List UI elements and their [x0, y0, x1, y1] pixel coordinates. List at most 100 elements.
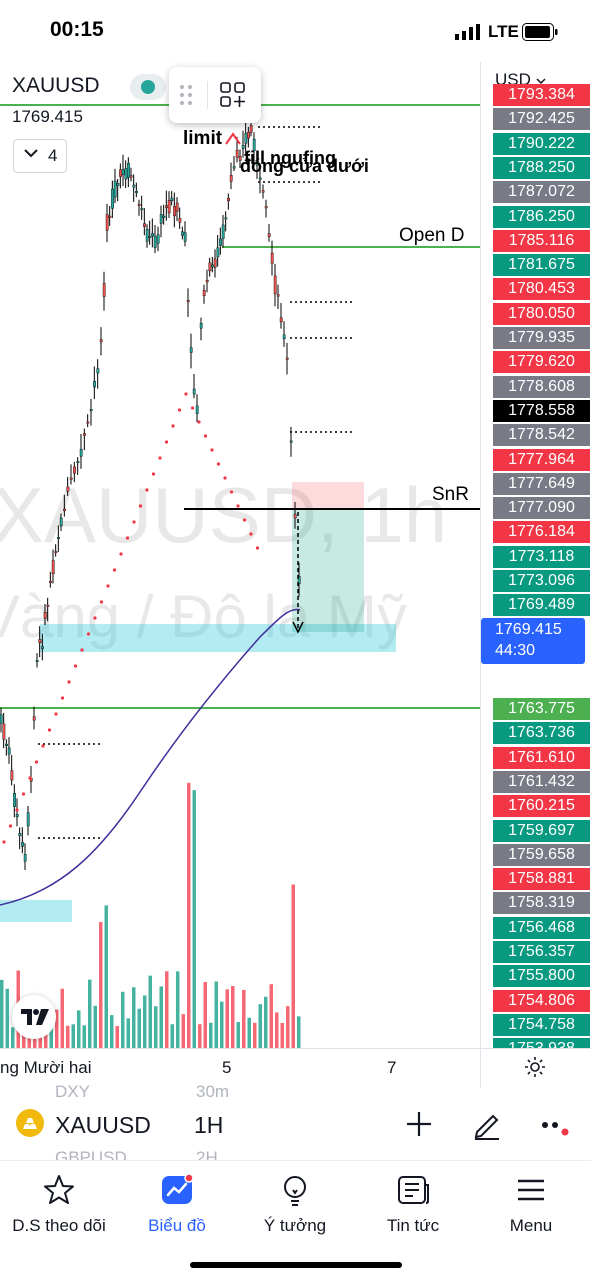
risk-zone: [292, 482, 364, 508]
nav-item-ideas[interactable]: Ý tưởng: [236, 1173, 354, 1236]
candle-body: [5, 743, 8, 746]
candle-body: [267, 233, 271, 237]
sar-dot: [145, 488, 149, 492]
volume-bar: [154, 1006, 158, 1048]
annotation-close-below: đóng cửa dưới: [240, 156, 369, 176]
news-icon: [398, 1176, 429, 1204]
candle-body: [2, 723, 6, 740]
time-axis[interactable]: [0, 1048, 591, 1089]
price-tag: 1786.250: [493, 205, 590, 228]
sar-dot: [2, 840, 6, 844]
candle-body: [289, 440, 293, 443]
candle-body: [76, 461, 80, 463]
drawing-pen-icon[interactable]: [471, 1108, 503, 1145]
chart-symbol[interactable]: XAUUSD: [12, 74, 100, 97]
nav-item-menu[interactable]: Menu: [472, 1173, 590, 1236]
drawing-tools-popup[interactable]: [169, 67, 261, 123]
symbol-bar: DXY 30m GBPUSD 2H XAUUSD 1H: [0, 1082, 591, 1167]
volume-bar: [242, 989, 246, 1048]
sar-dot: [236, 504, 240, 508]
nav-item-chart[interactable]: Biểu đồ: [118, 1173, 236, 1236]
candle-body: [186, 300, 190, 303]
chart-canvas[interactable]: XAUUSD, 1h Vàng / Đô la Mỹ limit fill ngu…: [0, 62, 480, 1048]
candle-body: [145, 229, 149, 242]
sar-dot: [190, 406, 195, 410]
sar-dot: [184, 392, 188, 396]
candle-body: [46, 604, 50, 607]
candle-body: [99, 339, 103, 343]
limit-marker: [225, 132, 241, 145]
gold-icon: [16, 1109, 44, 1137]
candle-body: [175, 202, 179, 212]
candle-body: [258, 177, 262, 180]
market-status-indicator[interactable]: [130, 74, 166, 100]
nav-label: Ý tưởng: [263, 1216, 327, 1235]
indicators-collapse-button[interactable]: 4: [13, 139, 67, 173]
drag-handle-icon[interactable]: [179, 83, 193, 112]
volume-bar: [115, 1026, 119, 1048]
nav-item-watchlist[interactable]: D.S theo dõi: [0, 1173, 118, 1236]
price-axis[interactable]: USD 1793.384 1792.425 1790.222 1788.250 1787…: [480, 62, 591, 1048]
candle-body: [89, 409, 93, 412]
price-tag: 1779.935: [493, 327, 590, 349]
volume-bar: [269, 984, 273, 1048]
ghost-symbol-above: DXY: [55, 1082, 90, 1101]
candle-body: [244, 133, 248, 144]
volume-bar: [231, 986, 235, 1048]
candle-body: [213, 258, 217, 268]
sar-dot: [216, 462, 221, 466]
interval-selector[interactable]: 1H: [194, 1112, 224, 1138]
settings-gear-icon[interactable]: [523, 1055, 547, 1084]
price-tag: 1761.432: [493, 770, 590, 793]
candle-body: [173, 206, 176, 217]
add-icon[interactable]: [405, 1110, 433, 1143]
price-tag: 1793.384: [493, 84, 590, 106]
volume-bar: [291, 884, 295, 1048]
candle-body: [229, 175, 233, 182]
volume-bar: [66, 1025, 70, 1048]
candle-body: [111, 188, 114, 209]
price-tag: 1773.118: [493, 545, 590, 568]
sar-dot: [203, 434, 208, 438]
nav-item-news[interactable]: Tin tức: [354, 1173, 472, 1236]
candle-body: [23, 854, 27, 862]
candle-body: [86, 421, 90, 424]
volume-bar: [0, 979, 4, 1048]
candle-body: [26, 812, 30, 827]
volume-bar: [176, 971, 180, 1048]
volume-bar: [159, 986, 163, 1048]
price-tag: 1759.697: [493, 819, 590, 842]
candle-body: [162, 215, 166, 218]
current-price-value: 1769.415: [495, 621, 562, 638]
candle-body: [183, 232, 187, 242]
divider: [207, 81, 208, 109]
chart-last-price: 1769.415: [12, 107, 83, 126]
signal-icon: [455, 24, 480, 40]
volume-bar: [198, 1024, 202, 1048]
candle-body: [252, 138, 256, 152]
price-tag: 1758.881: [493, 868, 590, 891]
candle-body: [273, 275, 277, 294]
add-object-icon[interactable]: [219, 81, 247, 114]
sar-dot: [21, 792, 26, 796]
price-tag: 1769.489: [493, 594, 590, 617]
volume-bar: [264, 996, 268, 1048]
sar-dot: [132, 520, 136, 524]
price-tag: 1753.938: [493, 1038, 590, 1048]
candle-body: [32, 716, 36, 721]
price-tag: 1773.096: [493, 570, 590, 592]
volume-bar: [143, 995, 147, 1048]
candle-body: [279, 317, 283, 323]
sar-dot: [112, 568, 117, 572]
price-tag: 1758.319: [493, 892, 590, 915]
candle-body: [83, 433, 86, 436]
more-options-icon[interactable]: [541, 1120, 571, 1143]
candle-body: [241, 144, 245, 149]
volume-bar: [236, 1021, 240, 1048]
symbol-name[interactable]: XAUUSD: [55, 1112, 151, 1138]
sar-dot: [106, 584, 110, 588]
candle-body: [7, 747, 11, 755]
price-tag: 1760.215: [493, 795, 590, 818]
volume-bar: [55, 1009, 59, 1048]
